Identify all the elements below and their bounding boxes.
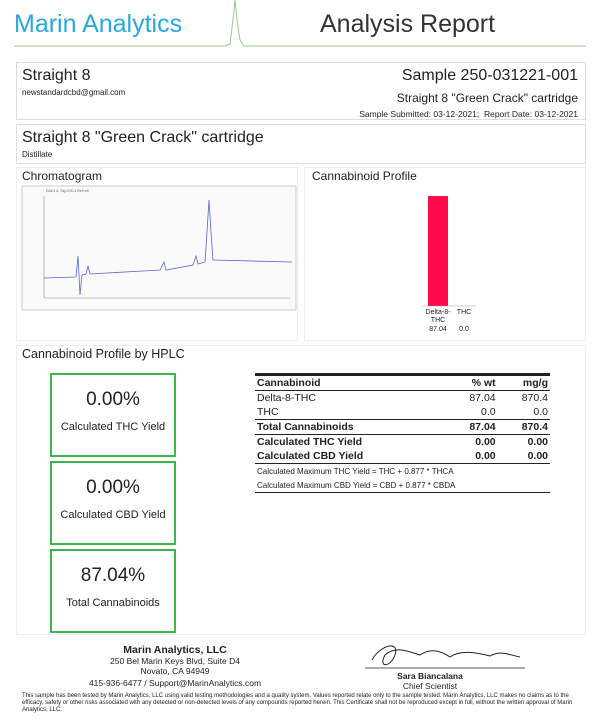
table-cell: 0.00 bbox=[445, 449, 498, 464]
table-row: Total Cannabinoids 87.04 870.4 bbox=[255, 419, 550, 435]
summary-box: 0.00% Calculated CBD Yield bbox=[50, 461, 176, 545]
chromatogram-title: Chromatogram bbox=[22, 169, 103, 183]
note: Calculated Maximum CBD Yield = CBD + 0.8… bbox=[255, 478, 550, 493]
company: Marin Analytics, LLC bbox=[123, 644, 227, 656]
summary-label: Calculated CBD Yield bbox=[60, 509, 166, 521]
table-cell: 87.04 bbox=[445, 419, 498, 435]
category-label: Delta-8-THC bbox=[425, 309, 451, 324]
signature bbox=[371, 645, 521, 666]
signer: Sara Biancalana bbox=[397, 671, 463, 681]
product-box bbox=[16, 124, 586, 164]
address: 250 Bel Marin Keys Blvd, Suite D4 bbox=[110, 656, 240, 666]
note-row: Calculated Maximum CBD Yield = CBD + 0.8… bbox=[255, 478, 550, 493]
sample-product: Straight 8 "Green Crack" cartridge bbox=[396, 91, 578, 105]
table-cell: Delta-8-THC bbox=[257, 392, 316, 404]
table-row: THC 0.0 0.0 bbox=[255, 405, 550, 420]
summary-box: 87.04% Total Cannabinoids bbox=[50, 549, 176, 633]
sample-id: Sample 250-031221-001 bbox=[401, 67, 578, 84]
column-header: Cannabinoid bbox=[255, 373, 446, 391]
bar bbox=[428, 196, 448, 306]
brand: Marin Analytics bbox=[14, 10, 183, 38]
chromatogram-box bbox=[16, 167, 298, 341]
table-cell: Calculated CBD Yield bbox=[255, 449, 446, 464]
sample-dates: Sample Submitted: 03-12-2021; Report Dat… bbox=[359, 109, 578, 119]
table-cell: 0.0 bbox=[445, 405, 498, 420]
report-title: Analysis Report bbox=[320, 10, 496, 38]
client-box bbox=[16, 62, 586, 120]
table-row: Delta-8-THC 87.04 870.4 bbox=[255, 391, 550, 406]
table-cell: 870.4 bbox=[521, 392, 548, 404]
column-header: % wt bbox=[445, 373, 498, 391]
summary-value: 87.04% bbox=[80, 565, 146, 586]
contact: 415-936-6477 / Support@MarinAnalytics.co… bbox=[88, 678, 262, 688]
table-cell: 87.04 bbox=[469, 392, 496, 404]
hplc-box bbox=[16, 345, 586, 635]
table-cell: 0.00 bbox=[497, 449, 550, 464]
table-cell: Total Cannabinoids bbox=[255, 419, 446, 435]
value-label: 0.0 bbox=[459, 326, 469, 333]
results-table: Cannabinoid% wt mg/g Delta-8-THC 87.04 870.4… bbox=[255, 373, 550, 493]
chromatogram-frame bbox=[21, 185, 297, 311]
profile-box bbox=[304, 167, 586, 341]
profile-chart bbox=[422, 196, 476, 307]
table-cell: 870.4 bbox=[497, 419, 550, 435]
product-type: Distillate bbox=[22, 150, 53, 159]
chromatogram-trace bbox=[43, 199, 293, 296]
summary-box: 0.00% Calculated THC Yield bbox=[50, 373, 176, 457]
header-rule bbox=[14, 0, 586, 47]
summary-value: 0.00% bbox=[86, 477, 140, 498]
table-cell: 0.00 bbox=[527, 436, 548, 448]
table-row: Calculated THC Yield 0.00 0.00 bbox=[255, 435, 550, 450]
table-cell: THC bbox=[255, 405, 446, 420]
category-label: THC bbox=[456, 309, 472, 316]
chromatogram-caption: DAD1 A, Sig=230,4 Ref=off bbox=[46, 189, 89, 193]
summary-value: 0.00% bbox=[86, 389, 140, 410]
table-cell: Calculated THC Yield bbox=[257, 436, 363, 448]
note: Calculated Maximum THC Yield = THC + 0.8… bbox=[257, 466, 454, 476]
summary-label: Total Cannabinoids bbox=[66, 597, 160, 609]
product-name: Straight 8 "Green Crack" cartridge bbox=[22, 129, 264, 146]
table-cell: 0.00 bbox=[475, 436, 496, 448]
signer-title: Chief Scientist bbox=[402, 681, 458, 691]
client-name: Straight 8 bbox=[22, 67, 91, 84]
disclaimer: This sample has been tested by Marin Ana… bbox=[22, 693, 573, 713]
table-row: Calculated CBD Yield 0.00 0.00 bbox=[255, 449, 550, 464]
note-row: Calculated Maximum THC Yield = THC + 0.8… bbox=[255, 464, 550, 479]
profile-title: Cannabinoid Profile bbox=[312, 169, 417, 183]
header-row: Cannabinoid% wt mg/g bbox=[255, 373, 550, 391]
city: Novato, CA 94949 bbox=[140, 666, 210, 676]
table-cell: 0.0 bbox=[497, 405, 550, 420]
client-email: newstandardcbd@gmail.com bbox=[22, 88, 126, 97]
value-label: 87.04 bbox=[429, 326, 447, 333]
column-header: mg/g bbox=[497, 373, 550, 391]
hplc-title: Cannabinoid Profile by HPLC bbox=[22, 347, 185, 361]
summary-label: Calculated THC Yield bbox=[60, 421, 166, 433]
